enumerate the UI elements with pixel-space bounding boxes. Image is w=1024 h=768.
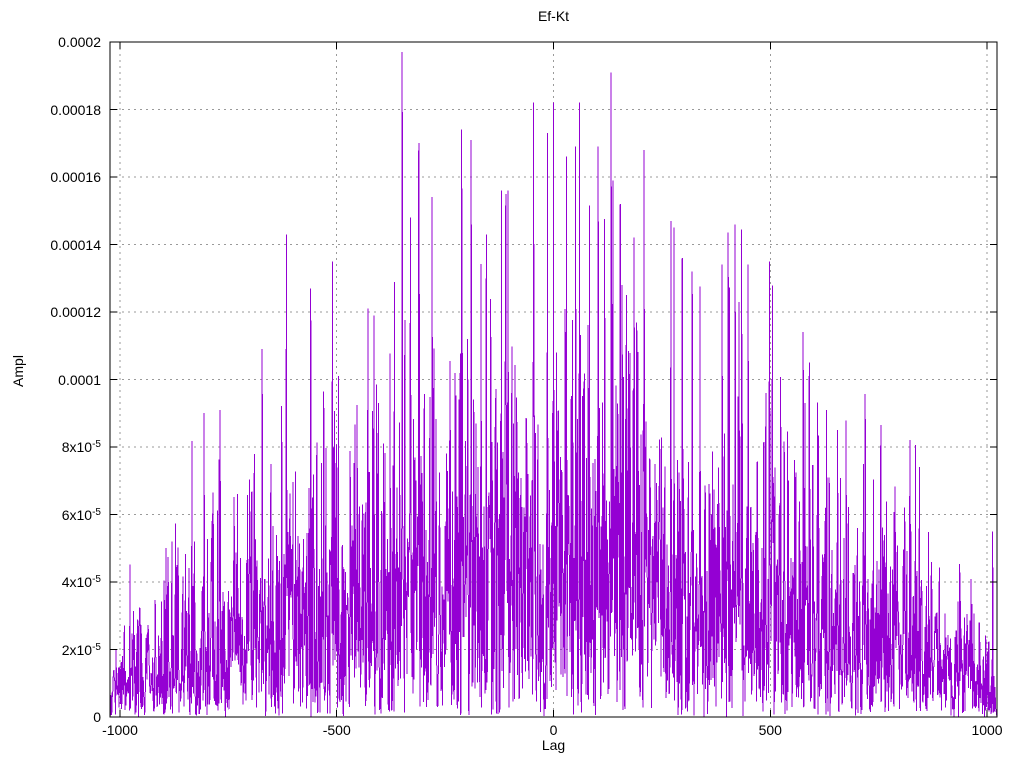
- series-efkt-line: [109, 52, 998, 717]
- y-tick-label: 2x10-5: [61, 641, 101, 658]
- y-tick-label: 0.00014: [50, 236, 101, 253]
- y-tick-label: 0.00018: [50, 101, 101, 118]
- y-tick-label: 0.00016: [50, 169, 101, 185]
- x-tick-label: 0: [549, 722, 558, 738]
- y-tick-label: 4x10-5: [61, 574, 101, 590]
- y-tick-label-exponent: -5: [92, 641, 101, 653]
- x-tick-label: -1000: [102, 722, 138, 738]
- y-tick-label: 0.0001: [58, 371, 101, 388]
- x-tick-label: -500: [322, 722, 351, 738]
- y-tick-label-exponent: -5: [92, 574, 101, 585]
- x-tick-label: 1000: [971, 722, 1003, 738]
- x-axis-label: Lag: [541, 737, 566, 753]
- x-tick-label: 500: [758, 722, 782, 738]
- chart-title: Ef-Kt: [537, 8, 570, 24]
- y-tick-label: 0: [93, 709, 101, 725]
- y-tick-label-exponent: -5: [92, 506, 101, 518]
- y-tick-label: 6x10-5: [61, 506, 101, 523]
- y-tick-label: 0.0002: [58, 34, 101, 50]
- y-tick-label-exponent: -5: [92, 439, 101, 450]
- y-tick-label: 8x10-5: [61, 439, 101, 455]
- y-tick-label: 0.00012: [50, 304, 101, 320]
